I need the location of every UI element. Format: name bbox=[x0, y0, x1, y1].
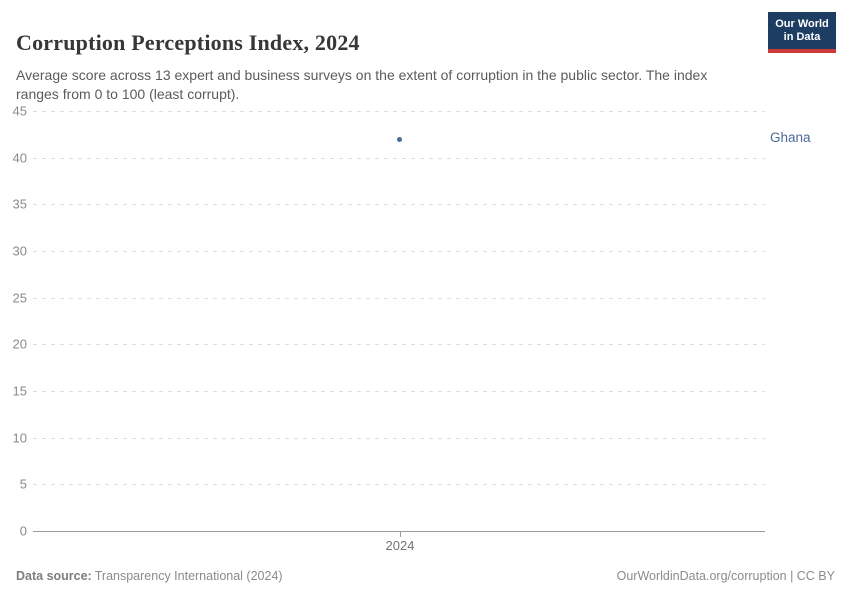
gridline-y-40 bbox=[33, 157, 765, 159]
gridline-y-5 bbox=[33, 484, 765, 486]
footer-data-source-value: Transparency International (2024) bbox=[94, 569, 283, 583]
owid-logo-line2: in Data bbox=[783, 30, 821, 43]
gridline-y-30 bbox=[33, 251, 765, 252]
page-title: Corruption Perceptions Index, 2024 bbox=[16, 29, 360, 55]
entity-label-ghana[interactable]: Ghana bbox=[770, 130, 811, 145]
gridline-y-10 bbox=[33, 437, 765, 439]
owid-logo-line1: Our World bbox=[775, 17, 829, 30]
gridline-y-25 bbox=[33, 297, 765, 299]
y-axis-tick-label-20: 20 bbox=[12, 336, 27, 352]
footer-data-source-label: Data source: bbox=[16, 569, 92, 583]
owid-logo[interactable]: Our World in Data bbox=[768, 12, 836, 53]
y-axis-tick-label-40: 40 bbox=[12, 150, 27, 166]
y-axis-tick-label-35: 35 bbox=[12, 196, 27, 212]
gridline-y-45 bbox=[33, 111, 765, 112]
x-axis-tick-label: 2024 bbox=[385, 538, 415, 553]
y-axis-tick-label-10: 10 bbox=[12, 430, 27, 446]
x-axis-baseline bbox=[33, 531, 765, 532]
footer-license-link[interactable]: OurWorldinData.org/corruption | CC BY bbox=[616, 569, 835, 583]
data-point-ghana[interactable] bbox=[397, 136, 402, 142]
x-axis-tick-mark bbox=[400, 532, 401, 537]
footer-data-source: Data source: Transparency International (… bbox=[16, 569, 283, 583]
y-axis-tick-label-15: 15 bbox=[12, 383, 27, 399]
page-subtitle: Average score across 13 expert and busin… bbox=[16, 67, 708, 102]
gridline-y-15 bbox=[33, 391, 765, 392]
y-axis-tick-label-45: 45 bbox=[12, 103, 27, 119]
y-axis-tick-label-30: 30 bbox=[12, 243, 27, 259]
y-axis-tick-label-5: 5 bbox=[19, 476, 27, 492]
y-axis-tick-label-0: 0 bbox=[19, 523, 27, 539]
gridline-y-20 bbox=[33, 344, 765, 346]
gridline-y-35 bbox=[33, 204, 765, 206]
y-axis-tick-label-25: 25 bbox=[12, 290, 27, 306]
